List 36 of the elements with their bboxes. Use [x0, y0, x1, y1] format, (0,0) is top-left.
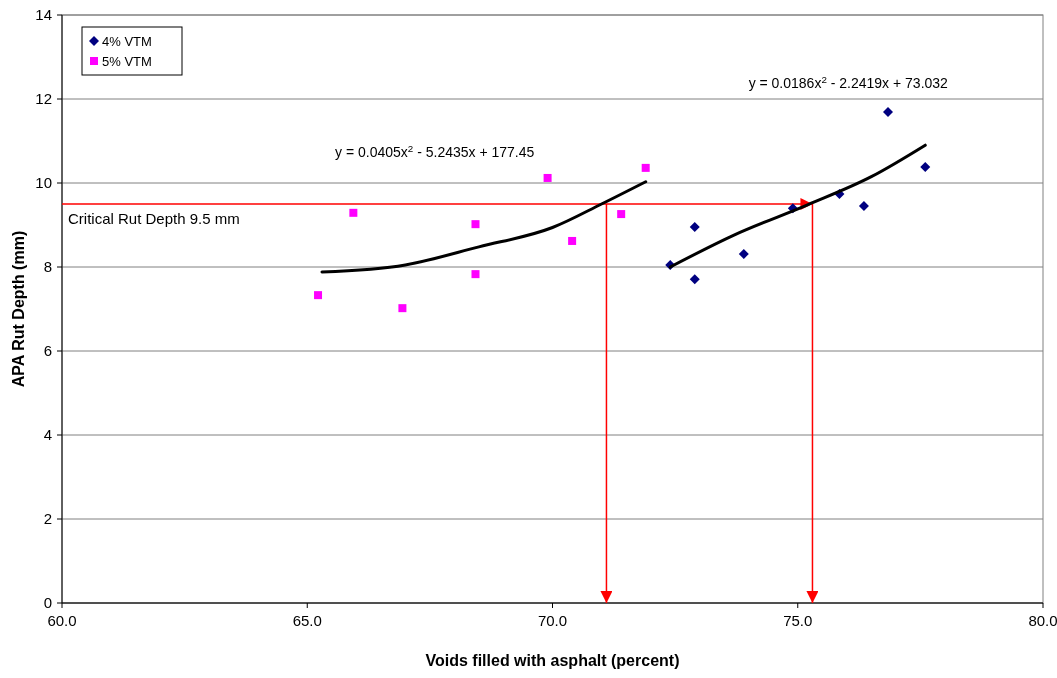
point: [543, 173, 552, 182]
point: [568, 236, 577, 245]
point: [689, 222, 700, 233]
annotation: y = 0.0405x$^{2}$ - 5.2435x + 177.45: [335, 142, 535, 160]
y-tick-label: 2: [43, 510, 52, 527]
point: [471, 220, 480, 229]
y-tick-label: 14: [35, 6, 52, 23]
point: [398, 304, 407, 313]
point: [883, 107, 893, 118]
y-tick-label: 8: [43, 258, 52, 275]
point: [858, 201, 869, 212]
point: [641, 163, 650, 172]
point: [349, 208, 358, 217]
x-tick-label: 80.0: [1028, 612, 1057, 629]
x-tick-label: 70.0: [537, 612, 568, 629]
y-axis-title: APA Rut Depth (mm): [10, 230, 27, 388]
x-tick-label: 75.0: [783, 612, 813, 629]
x-axis-title: Voids filled with asphalt (percent): [425, 652, 680, 669]
y-tick-label: 12: [35, 90, 52, 107]
x-tick-label: 65.0: [292, 612, 322, 629]
line-series: [320, 180, 648, 274]
legend-label: 4% VTM: [102, 34, 152, 49]
y-tick-label: 0: [43, 594, 52, 611]
legend-label: 5% VTM: [102, 54, 152, 69]
ref-line-label: Critical Rut Depth 9.5 mm: [68, 210, 240, 227]
point: [920, 162, 931, 173]
x-tick-label: 60.0: [47, 612, 77, 629]
point: [689, 274, 700, 285]
annotation: y = 0.0186x$^{2}$ - 2.2419x + 73.032: [748, 73, 949, 92]
y-tick-label: 4: [43, 426, 52, 443]
point: [314, 291, 323, 300]
point: [738, 248, 749, 259]
point: [471, 270, 480, 279]
point: [617, 210, 626, 219]
y-tick-label: 6: [43, 342, 52, 359]
y-tick-label: 10: [35, 174, 52, 191]
